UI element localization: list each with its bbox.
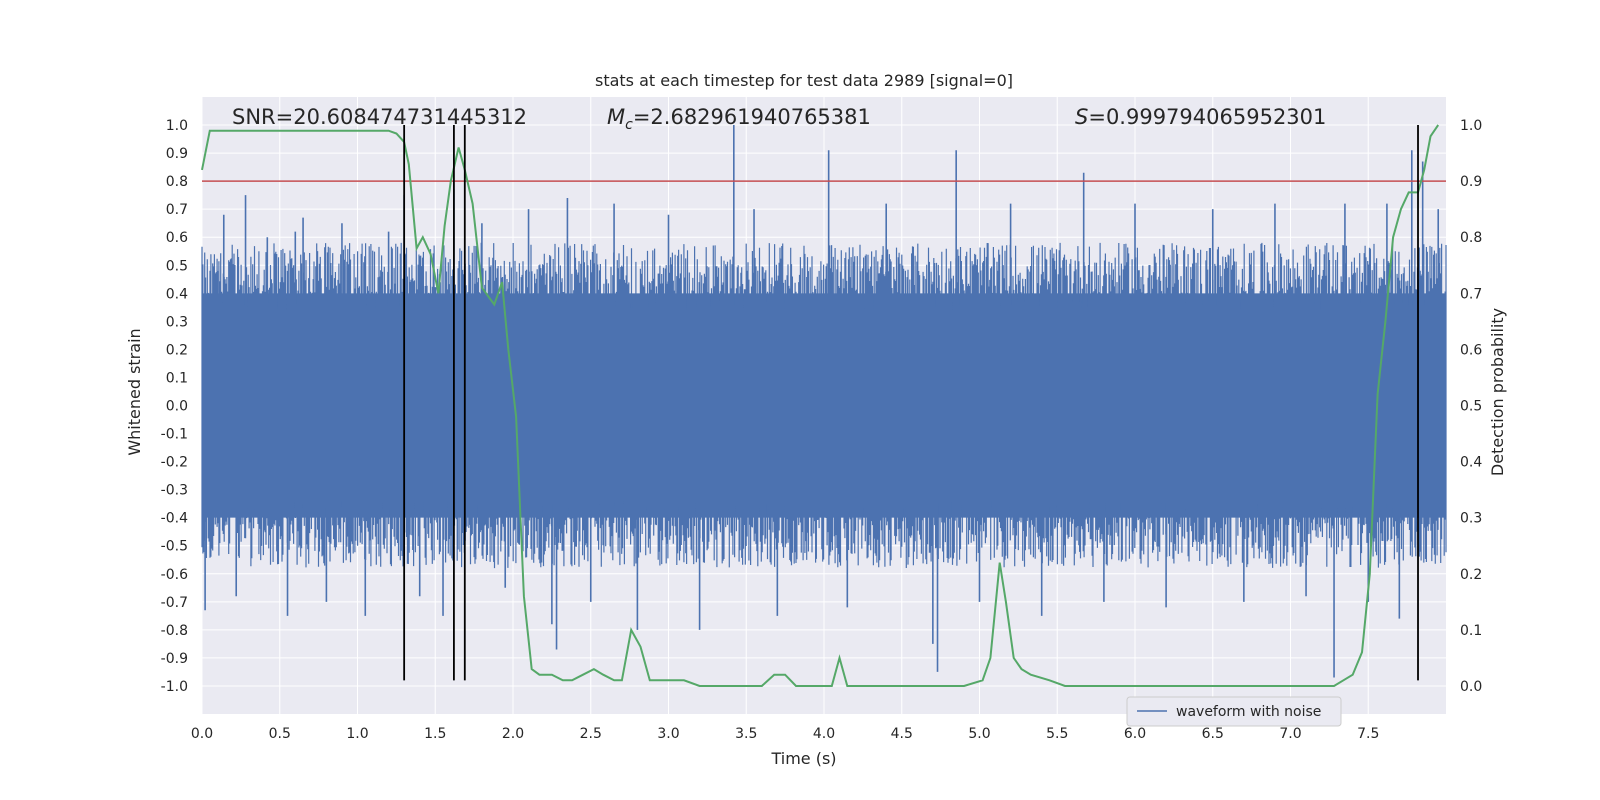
y-tick-label: -1.0 bbox=[161, 679, 188, 695]
chart-title: stats at each timestep for test data 298… bbox=[595, 71, 1013, 90]
y2-axis-label: Detection probability bbox=[1488, 308, 1507, 476]
x-tick-label: 6.0 bbox=[1124, 726, 1146, 742]
mc-annotation: Mc=2.682961940765381 bbox=[607, 105, 871, 133]
y2-tick-label: 0.2 bbox=[1460, 567, 1482, 583]
waveform-noise bbox=[201, 242, 1447, 569]
snr-annotation: SNR=20.608474731445312 bbox=[232, 105, 527, 129]
y-tick-label: -0.3 bbox=[161, 483, 188, 499]
y-tick-label: -0.1 bbox=[161, 427, 188, 443]
y-axis-label: Whitened strain bbox=[125, 328, 144, 455]
legend-box bbox=[1126, 696, 1342, 727]
y-tick-label: -0.5 bbox=[161, 539, 188, 555]
x-tick-label: 7.5 bbox=[1357, 726, 1379, 742]
y2-tick-label: 0.8 bbox=[1460, 230, 1482, 246]
y2-tick-label: 0.6 bbox=[1460, 342, 1482, 358]
x-tick-label: 4.5 bbox=[891, 726, 913, 742]
y2-tick-label: 0.9 bbox=[1460, 174, 1482, 190]
x-axis-ticks: 0.0 0.5 1.0 1.5 2.0 2.5 3.0 3.5 4.0 4.5 5.0 5.5 6.0 6… bbox=[191, 726, 1380, 742]
x-tick-label: 5.5 bbox=[1046, 726, 1068, 742]
y2-tick-label: 0.4 bbox=[1460, 455, 1482, 471]
y2-tick-label: 0.7 bbox=[1460, 286, 1482, 302]
y2-tick-label: 0.0 bbox=[1460, 679, 1482, 695]
y2-tick-label: 0.5 bbox=[1460, 399, 1482, 415]
x-tick-label: 1.5 bbox=[424, 726, 446, 742]
x-tick-label: 0.5 bbox=[269, 726, 291, 742]
x-tick-label: 0.0 bbox=[191, 726, 213, 742]
y-tick-label: 0.5 bbox=[166, 258, 188, 274]
y-tick-label: -0.2 bbox=[161, 455, 188, 471]
mc-value: =2.682961940765381 bbox=[633, 105, 871, 129]
x-tick-label: 7.0 bbox=[1279, 726, 1301, 742]
x-tick-label: 3.0 bbox=[657, 726, 679, 742]
y-tick-label: 0.7 bbox=[166, 202, 188, 218]
x-tick-label: 3.5 bbox=[735, 726, 757, 742]
y-tick-label: 0.2 bbox=[166, 342, 188, 358]
s-annotation: S=0.999794065952301 bbox=[1075, 105, 1326, 129]
y-tick-label: -0.7 bbox=[161, 595, 188, 611]
x-axis-label: Time (s) bbox=[770, 749, 836, 768]
y-tick-label: -0.4 bbox=[161, 511, 188, 527]
y-tick-label: 1.0 bbox=[166, 118, 188, 134]
x-tick-label: 2.0 bbox=[502, 726, 524, 742]
y-tick-label: -0.8 bbox=[161, 623, 188, 639]
s-symbol: S bbox=[1075, 105, 1088, 129]
y-tick-label: 0.3 bbox=[166, 314, 188, 330]
x-tick-label: 2.5 bbox=[580, 726, 602, 742]
probability-series bbox=[201, 124, 1440, 687]
mc-symbol: M bbox=[607, 105, 625, 129]
probability-line bbox=[201, 124, 1440, 687]
x-tick-label: 1.0 bbox=[346, 726, 368, 742]
y-tick-label: 0.4 bbox=[166, 286, 188, 302]
y-tick-label: 0.0 bbox=[166, 399, 188, 415]
y-tick-label: 0.9 bbox=[166, 146, 188, 162]
y2-tick-label: 1.0 bbox=[1460, 118, 1482, 134]
x-tick-label: 5.0 bbox=[968, 726, 990, 742]
vertical-markers bbox=[403, 125, 1419, 681]
y2-tick-label: 0.1 bbox=[1460, 623, 1482, 639]
y-tick-label: 0.6 bbox=[166, 230, 188, 246]
legend: waveform with noise bbox=[1126, 696, 1342, 727]
legend-label: waveform with noise bbox=[1176, 704, 1321, 720]
y-tick-label: -0.9 bbox=[161, 651, 188, 667]
waveform-series bbox=[201, 125, 1447, 678]
mc-subscript: c bbox=[625, 117, 633, 133]
x-tick-label: 6.5 bbox=[1202, 726, 1224, 742]
y-tick-label: 0.1 bbox=[166, 370, 188, 386]
s-value: =0.999794065952301 bbox=[1088, 105, 1326, 129]
y-tick-label: -0.6 bbox=[161, 567, 188, 583]
y-tick-label: 0.8 bbox=[166, 174, 188, 190]
x-tick-label: 4.0 bbox=[813, 726, 835, 742]
y-axis-ticks: 1.0 0.9 0.8 0.7 0.6 0.5 0.4 0.3 0.2 0.1 0.0 -0.1 -0.… bbox=[161, 118, 188, 695]
y2-tick-label: 0.3 bbox=[1460, 511, 1482, 527]
y2-axis-ticks: 1.0 0.9 0.8 0.7 0.6 0.5 0.4 0.3 0.2 0.1 0.0 bbox=[1460, 118, 1482, 695]
